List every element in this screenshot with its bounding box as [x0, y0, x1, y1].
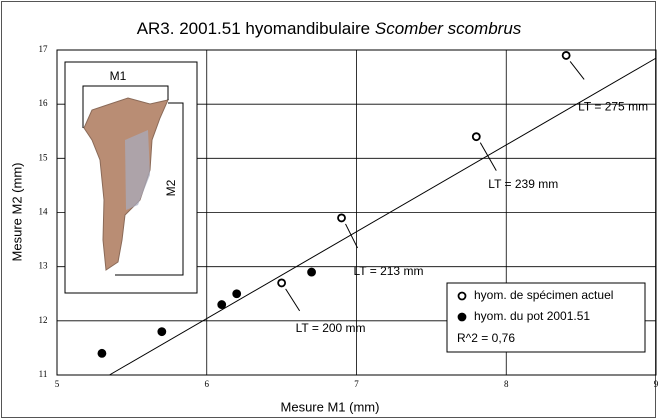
legend-marker — [457, 312, 467, 322]
x-tick-label: 7 — [354, 379, 359, 389]
y-tick-label: 12 — [39, 315, 48, 325]
y-tick-label: 16 — [39, 98, 49, 108]
chart-title: AR3. 2001.51 hyomandibulaire Scomber sco… — [137, 19, 522, 38]
y-tick-label: 13 — [39, 261, 49, 271]
point — [307, 267, 316, 277]
x-tick-label: 8 — [504, 379, 509, 389]
y-axis-label: Mesure M2 (mm) — [9, 163, 24, 262]
point — [232, 289, 242, 299]
inset-photo: M1 M2 — [64, 61, 198, 294]
point-label: LT = 275 mm — [578, 100, 648, 114]
y-tick-label: 11 — [39, 369, 48, 379]
point — [337, 213, 346, 223]
legend-box — [446, 282, 646, 353]
point — [471, 132, 481, 142]
point-label: LT = 239 mm — [488, 177, 558, 191]
point — [97, 348, 107, 358]
legend-label: hyom. du pot 2001.51 — [474, 309, 590, 323]
inset-label: M2 — [164, 179, 178, 196]
label-leader — [285, 288, 301, 312]
y-tick-label: 17 — [39, 44, 49, 54]
inset-label: M1 — [110, 69, 127, 83]
legend-marker — [457, 291, 467, 301]
legend-label: hyom. de spécimen actuel — [474, 288, 613, 302]
m1-box — [82, 85, 169, 128]
y-tick-label: 15 — [39, 152, 49, 162]
point — [157, 327, 167, 337]
point-label: LT = 213 mm — [354, 264, 424, 278]
label-leader — [345, 223, 358, 249]
point — [277, 278, 287, 288]
x-tick-label: 5 — [55, 379, 60, 389]
point — [217, 300, 227, 309]
label-leader — [569, 61, 585, 80]
bone-shade — [125, 130, 150, 210]
r-squared: R^2 = 0,76 — [457, 331, 515, 345]
label-leader — [479, 142, 497, 171]
y-tick-label: 14 — [39, 207, 49, 217]
x-tick-label: 9 — [654, 379, 658, 389]
title-species: Scomber scombrus — [375, 19, 522, 38]
x-axis-label: Mesure M1 (mm) — [281, 399, 380, 414]
point — [561, 51, 571, 60]
trendline — [109, 57, 657, 376]
point-label: LT = 200 mm — [296, 321, 366, 335]
m2-box — [115, 102, 184, 276]
title-text: AR3. 2001.51 hyomandibulaire — [137, 19, 370, 38]
x-tick-label: 6 — [205, 379, 210, 389]
